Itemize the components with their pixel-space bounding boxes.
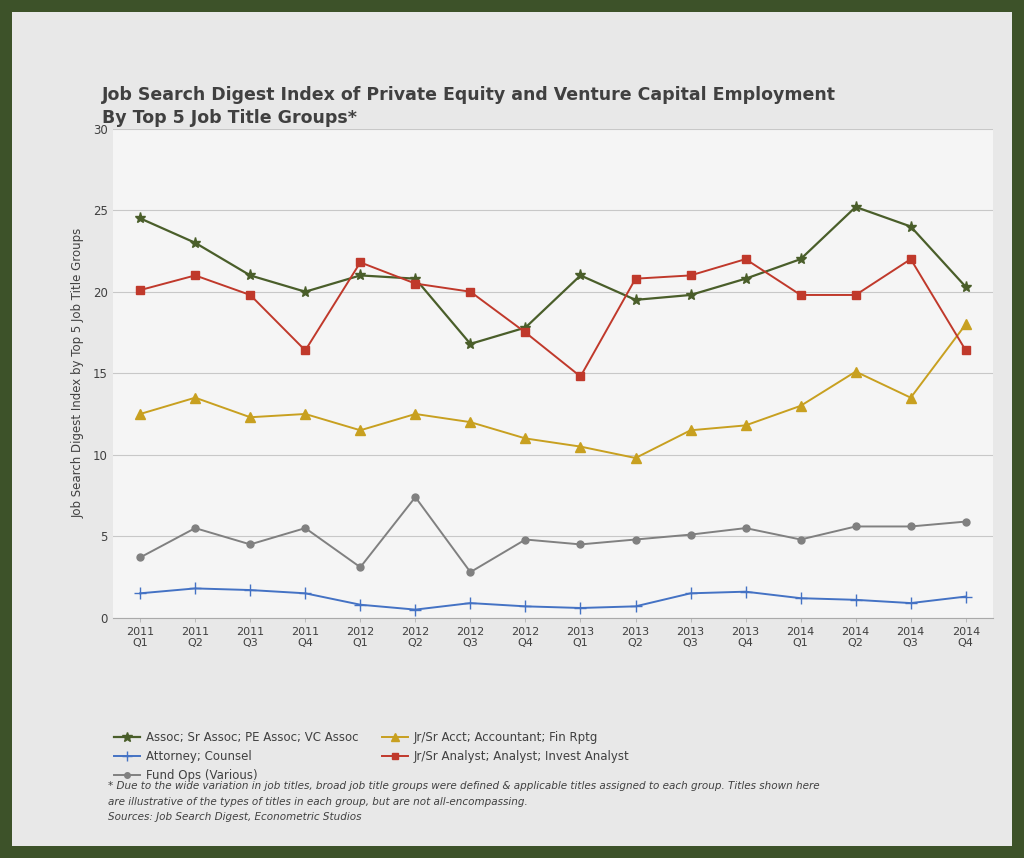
Fund Ops (Various) (464, 567, 476, 577)
Line: Jr/Sr Acct; Accountant; Fin Rptg: Jr/Sr Acct; Accountant; Fin Rptg (135, 319, 971, 462)
Line: Assoc; Sr Assoc; PE Assoc; VC Assoc: Assoc; Sr Assoc; PE Assoc; VC Assoc (134, 202, 972, 349)
Jr/Sr Analyst; Analyst; Invest Analyst (244, 290, 256, 300)
Jr/Sr Acct; Accountant; Fin Rptg (630, 453, 642, 463)
Attorney; Counsel (244, 585, 256, 595)
Jr/Sr Acct; Accountant; Fin Rptg (684, 426, 696, 436)
Attorney; Counsel (519, 601, 531, 612)
Assoc; Sr Assoc; PE Assoc; VC Assoc (904, 221, 916, 232)
Attorney; Counsel (354, 600, 367, 610)
Line: Jr/Sr Analyst; Analyst; Invest Analyst: Jr/Sr Analyst; Analyst; Invest Analyst (136, 255, 970, 381)
Jr/Sr Analyst; Analyst; Invest Analyst (739, 254, 752, 264)
Jr/Sr Analyst; Analyst; Invest Analyst (574, 372, 587, 382)
Fund Ops (Various) (795, 535, 807, 545)
Jr/Sr Analyst; Analyst; Invest Analyst (299, 345, 311, 355)
Fund Ops (Various) (904, 522, 916, 532)
Jr/Sr Analyst; Analyst; Invest Analyst (134, 285, 146, 295)
Jr/Sr Acct; Accountant; Fin Rptg (904, 393, 916, 403)
Fund Ops (Various) (410, 492, 422, 502)
Fund Ops (Various) (354, 562, 367, 572)
Jr/Sr Acct; Accountant; Fin Rptg (519, 433, 531, 444)
Assoc; Sr Assoc; PE Assoc; VC Assoc (244, 270, 256, 281)
Y-axis label: Job Search Digest Index by Top 5 Job Title Groups: Job Search Digest Index by Top 5 Job Tit… (72, 228, 85, 518)
Fund Ops (Various) (630, 535, 642, 545)
Fund Ops (Various) (189, 523, 202, 533)
Attorney; Counsel (464, 598, 476, 608)
Fund Ops (Various) (959, 517, 972, 527)
Jr/Sr Acct; Accountant; Fin Rptg (410, 409, 422, 420)
Assoc; Sr Assoc; PE Assoc; VC Assoc (134, 213, 146, 223)
Assoc; Sr Assoc; PE Assoc; VC Assoc (189, 238, 202, 248)
Fund Ops (Various) (574, 540, 587, 550)
Jr/Sr Analyst; Analyst; Invest Analyst (410, 278, 422, 288)
Fund Ops (Various) (739, 523, 752, 533)
Fund Ops (Various) (134, 553, 146, 563)
Jr/Sr Acct; Accountant; Fin Rptg (795, 401, 807, 411)
Assoc; Sr Assoc; PE Assoc; VC Assoc (684, 290, 696, 300)
Attorney; Counsel (410, 604, 422, 614)
Text: * Due to the wide variation in job titles, broad job title groups were defined &: * Due to the wide variation in job title… (108, 781, 819, 791)
Attorney; Counsel (299, 589, 311, 599)
Attorney; Counsel (134, 589, 146, 599)
Attorney; Counsel (795, 593, 807, 603)
Attorney; Counsel (904, 598, 916, 608)
Line: Attorney; Counsel: Attorney; Counsel (134, 583, 972, 615)
Jr/Sr Acct; Accountant; Fin Rptg (299, 409, 311, 420)
Jr/Sr Analyst; Analyst; Invest Analyst (464, 287, 476, 297)
Jr/Sr Acct; Accountant; Fin Rptg (134, 409, 146, 420)
Jr/Sr Acct; Accountant; Fin Rptg (574, 441, 587, 451)
Assoc; Sr Assoc; PE Assoc; VC Assoc (354, 270, 367, 281)
Assoc; Sr Assoc; PE Assoc; VC Assoc (959, 281, 972, 292)
Jr/Sr Acct; Accountant; Fin Rptg (464, 417, 476, 427)
Attorney; Counsel (574, 603, 587, 613)
Assoc; Sr Assoc; PE Assoc; VC Assoc (464, 339, 476, 349)
Jr/Sr Acct; Accountant; Fin Rptg (244, 412, 256, 422)
Jr/Sr Acct; Accountant; Fin Rptg (354, 426, 367, 436)
Jr/Sr Analyst; Analyst; Invest Analyst (684, 270, 696, 281)
Jr/Sr Acct; Accountant; Fin Rptg (739, 420, 752, 431)
Attorney; Counsel (630, 601, 642, 612)
Jr/Sr Analyst; Analyst; Invest Analyst (795, 290, 807, 300)
Text: are illustrative of the types of titles in each group, but are not all-encompass: are illustrative of the types of titles … (108, 796, 527, 807)
Jr/Sr Analyst; Analyst; Invest Analyst (519, 328, 531, 338)
Legend: Assoc; Sr Assoc; PE Assoc; VC Assoc, Attorney; Counsel, Fund Ops (Various), Jr/S: Assoc; Sr Assoc; PE Assoc; VC Assoc, Att… (114, 731, 630, 782)
Text: Sources: Job Search Digest, Econometric Studios: Sources: Job Search Digest, Econometric … (108, 812, 361, 822)
Assoc; Sr Assoc; PE Assoc; VC Assoc (630, 295, 642, 305)
Fund Ops (Various) (850, 522, 862, 532)
Assoc; Sr Assoc; PE Assoc; VC Assoc (519, 323, 531, 333)
Text: Job Search Digest Index of Private Equity and Venture Capital Employment
By Top : Job Search Digest Index of Private Equit… (102, 86, 837, 127)
Attorney; Counsel (959, 591, 972, 601)
Attorney; Counsel (739, 587, 752, 597)
Assoc; Sr Assoc; PE Assoc; VC Assoc (299, 287, 311, 297)
Fund Ops (Various) (244, 540, 256, 550)
Jr/Sr Analyst; Analyst; Invest Analyst (630, 274, 642, 284)
Assoc; Sr Assoc; PE Assoc; VC Assoc (795, 254, 807, 264)
Assoc; Sr Assoc; PE Assoc; VC Assoc (850, 202, 862, 212)
Fund Ops (Various) (684, 529, 696, 540)
Assoc; Sr Assoc; PE Assoc; VC Assoc (574, 270, 587, 281)
Jr/Sr Analyst; Analyst; Invest Analyst (354, 257, 367, 268)
Fund Ops (Various) (299, 523, 311, 533)
Jr/Sr Analyst; Analyst; Invest Analyst (904, 254, 916, 264)
Attorney; Counsel (684, 589, 696, 599)
Jr/Sr Analyst; Analyst; Invest Analyst (850, 290, 862, 300)
Fund Ops (Various) (519, 535, 531, 545)
Jr/Sr Analyst; Analyst; Invest Analyst (189, 270, 202, 281)
Attorney; Counsel (850, 595, 862, 605)
Assoc; Sr Assoc; PE Assoc; VC Assoc (739, 274, 752, 284)
Jr/Sr Acct; Accountant; Fin Rptg (850, 366, 862, 377)
Attorney; Counsel (189, 583, 202, 594)
Jr/Sr Analyst; Analyst; Invest Analyst (959, 345, 972, 355)
Jr/Sr Acct; Accountant; Fin Rptg (189, 393, 202, 403)
Assoc; Sr Assoc; PE Assoc; VC Assoc (410, 274, 422, 284)
Jr/Sr Acct; Accountant; Fin Rptg (959, 319, 972, 329)
Line: Fund Ops (Various): Fund Ops (Various) (136, 493, 970, 576)
